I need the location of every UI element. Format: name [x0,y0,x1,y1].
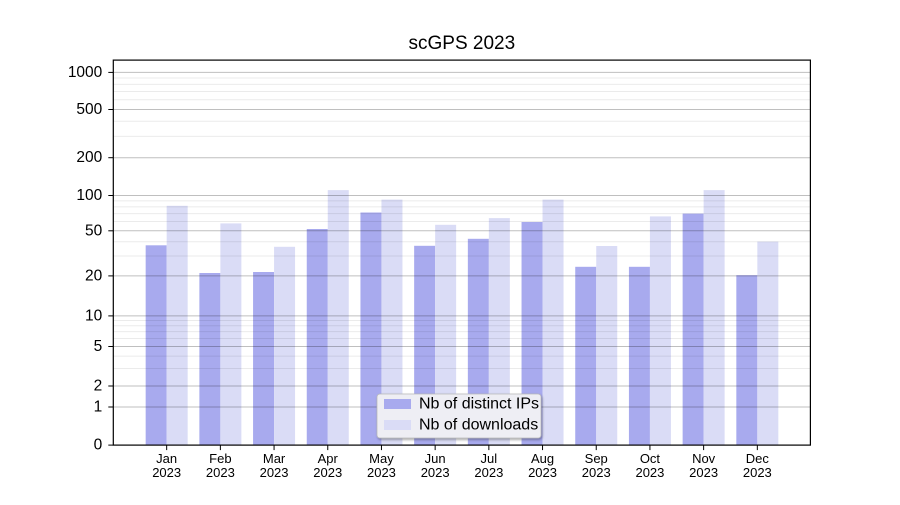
svg-text:200: 200 [76,149,102,166]
svg-text:2023: 2023 [582,465,611,480]
svg-text:Dec: Dec [746,451,770,466]
svg-text:Jun: Jun [425,451,446,466]
svg-text:500: 500 [76,101,102,118]
svg-text:Oct: Oct [640,451,661,466]
svg-text:Sep: Sep [585,451,608,466]
svg-text:Apr: Apr [318,451,339,466]
svg-text:Aug: Aug [531,451,554,466]
svg-text:2023: 2023 [689,465,718,480]
svg-text:2023: 2023 [152,465,181,480]
svg-text:2023: 2023 [313,465,342,480]
svg-text:5: 5 [94,338,103,355]
svg-text:Jan: Jan [156,451,177,466]
svg-text:2: 2 [94,378,103,395]
svg-text:0: 0 [94,437,103,454]
svg-text:2023: 2023 [421,465,450,480]
svg-text:10: 10 [85,307,103,324]
svg-text:100: 100 [76,187,102,204]
svg-text:2023: 2023 [528,465,557,480]
svg-text:Nb of downloads: Nb of downloads [419,417,538,434]
svg-text:Nb of distinct IPs: Nb of distinct IPs [419,396,539,413]
svg-text:2023: 2023 [743,465,772,480]
svg-text:2023: 2023 [206,465,235,480]
svg-text:20: 20 [85,267,103,284]
svg-text:2023: 2023 [367,465,396,480]
svg-text:Feb: Feb [209,451,231,466]
svg-text:2023: 2023 [260,465,289,480]
svg-text:May: May [369,451,394,466]
svg-text:1000: 1000 [68,64,103,81]
svg-text:scGPS 2023: scGPS 2023 [409,33,516,54]
svg-text:Mar: Mar [263,451,286,466]
svg-text:50: 50 [85,222,103,239]
svg-text:Nov: Nov [692,451,716,466]
svg-text:Jul: Jul [481,451,498,466]
svg-text:2023: 2023 [635,465,664,480]
svg-text:2023: 2023 [474,465,503,480]
svg-text:1: 1 [94,399,103,416]
